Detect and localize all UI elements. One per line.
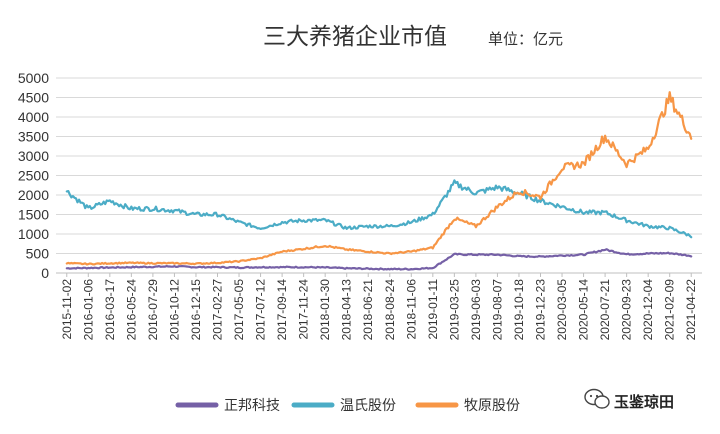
x-tick-label: 2016-12-15 [189, 279, 203, 341]
y-tick-label: 500 [26, 246, 50, 262]
y-tick-label: 2000 [18, 187, 49, 203]
x-tick-label: 2016-01-06 [81, 279, 95, 341]
x-tick-label: 2018-01-30 [318, 279, 332, 341]
x-tick-label: 2016-05-24 [124, 279, 138, 341]
series-line-正邦科技 [65, 248, 693, 271]
x-axis-ticks: 2015-11-02 2016-01-06 2016-03-17 2016-05-24… [60, 273, 698, 340]
y-tick-label: 5000 [18, 70, 49, 86]
y-tick-label: 4000 [18, 109, 49, 125]
legend-label: 正邦科技 [224, 398, 280, 414]
x-tick-label: 2019-10-18 [512, 279, 526, 341]
x-tick-label: 2018-04-13 [340, 279, 354, 341]
x-tick-label: 2018-08-24 [383, 279, 397, 341]
x-tick-label: 2017-07-12 [254, 279, 268, 341]
x-tick-label: 2018-06-21 [361, 279, 375, 341]
y-tick-label: 1500 [18, 207, 49, 223]
x-tick-label: 2017-02-27 [211, 279, 225, 341]
chart-title: 三大养猪企业市值 [263, 24, 447, 50]
wechat-icon [584, 388, 610, 409]
y-tick-label: 2500 [18, 168, 49, 184]
x-tick-label: 2021-04-22 [684, 279, 698, 341]
x-tick-label: 2020-09-23 [620, 279, 634, 341]
y-tick-label: 3500 [18, 129, 49, 145]
x-tick-label: 2019-06-03 [469, 279, 483, 341]
gridlines [56, 77, 702, 274]
x-tick-label: 2017-11-24 [297, 279, 311, 340]
y-tick-label: 4500 [18, 90, 49, 106]
x-tick-label: 2020-05-14 [577, 279, 591, 341]
x-tick-label: 2020-07-21 [598, 279, 612, 341]
legend-label: 牧原股份 [464, 398, 520, 414]
y-tick-label: 3000 [18, 148, 49, 164]
y-axis-ticks: 0 500 1000 1500 2000 2500 3000 3500 4000 4500 5000 [18, 70, 49, 281]
legend-label: 温氏股份 [340, 398, 396, 414]
chart-subtitle: 单位：亿元 [488, 30, 563, 48]
x-tick-label: 2017-05-05 [232, 279, 246, 341]
x-tick-label: 2016-03-17 [103, 279, 117, 341]
x-tick-label: 2020-12-04 [641, 279, 655, 341]
series-line-温氏股份 [65, 179, 693, 239]
x-tick-label: 2018-11-06 [404, 279, 418, 340]
series-lines [65, 91, 693, 271]
x-tick-label: 2016-10-12 [167, 279, 181, 341]
legend: 正邦科技 温氏股份 牧原股份 [175, 398, 520, 414]
series-line-牧原股份 [65, 91, 693, 266]
x-tick-label: 2020-03-05 [555, 279, 569, 341]
x-tick-label: 2015-11-02 [60, 279, 74, 340]
y-tick-label: 1000 [18, 226, 49, 242]
x-tick-label: 2021-02-09 [663, 279, 677, 341]
x-tick-label: 2019-03-25 [447, 279, 461, 341]
x-tick-label: 2017-09-14 [275, 279, 289, 341]
x-tick-label: 2019-01-11 [426, 279, 440, 340]
watermark: 玉鉴琼田 [584, 388, 674, 411]
x-tick-label: 2019-12-23 [534, 279, 548, 341]
x-tick-label: 2016-07-29 [146, 279, 160, 341]
x-tick-label: 2019-08-07 [490, 279, 504, 341]
watermark-text: 玉鉴琼田 [614, 393, 674, 411]
y-tick-label: 0 [41, 265, 49, 281]
